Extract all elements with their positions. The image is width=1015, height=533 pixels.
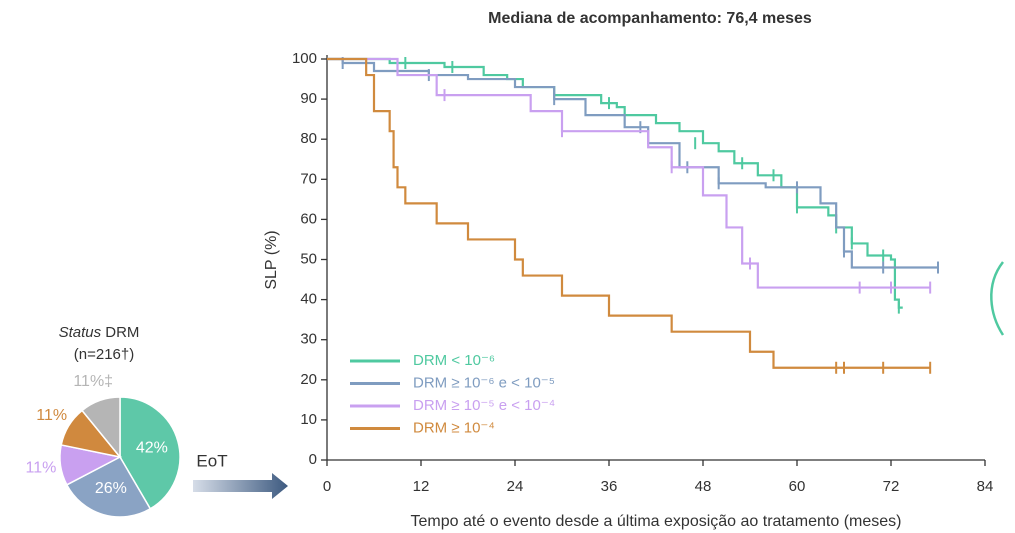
chart-title: Mediana de acompanhamento: 76,4 meses <box>488 10 812 27</box>
legend-label: DRM ≥ 10⁻⁵ e < 10⁻⁴ <box>413 397 555 414</box>
km-curve <box>327 57 931 289</box>
pie-subtitle: (n=216†) <box>74 346 134 363</box>
y-tick-label: 70 <box>300 170 317 187</box>
pie-title: Status DRM <box>59 324 140 341</box>
y-tick-label: 60 <box>300 210 317 227</box>
y-tick-label: 50 <box>300 250 317 267</box>
y-tick-label: 20 <box>300 371 317 388</box>
x-tick-label: 12 <box>413 478 430 495</box>
x-tick-label: 72 <box>883 478 900 495</box>
pie-slice <box>65 456 152 518</box>
pie-title-rest: DRM <box>105 324 139 341</box>
km-curve <box>327 57 931 369</box>
legend-label: DRM < 10⁻⁶ <box>413 352 495 369</box>
y-tick-label: 30 <box>300 331 317 348</box>
x-tick-label: 0 <box>323 478 331 495</box>
km-curve <box>327 57 903 309</box>
x-axis-label: Tempo até o evento desde a última exposi… <box>411 513 902 530</box>
y-tick-label: 0 <box>309 451 317 468</box>
pie-title-italic: Status <box>59 324 102 341</box>
x-tick-label: 48 <box>695 478 712 495</box>
pie-label: 11% <box>36 407 67 424</box>
pie-label: 26% <box>95 480 127 497</box>
pie-slice <box>81 396 121 460</box>
y-tick-label: 100 <box>292 50 317 67</box>
legend-label: DRM ≥ 10⁻⁶ e < 10⁻⁵ <box>413 374 555 391</box>
km-curve <box>327 57 938 269</box>
y-tick-label: 90 <box>300 90 317 107</box>
pie-slice <box>119 396 181 510</box>
x-tick-label: 60 <box>789 478 806 495</box>
pie-label: 11% <box>26 459 57 476</box>
y-tick-label: 10 <box>300 411 317 428</box>
arrow <box>193 473 288 499</box>
x-tick-label: 24 <box>507 478 524 495</box>
decoration <box>990 261 1005 336</box>
y-tick-label: 40 <box>300 291 317 308</box>
y-tick-label: 80 <box>300 130 317 147</box>
x-tick-label: 36 <box>601 478 618 495</box>
y-axis-label: SLP (%) <box>263 230 280 289</box>
eot-label: EoT <box>196 451 227 470</box>
pie-label: 11%‡ <box>73 373 113 390</box>
pie-label: 42% <box>136 440 168 457</box>
x-tick-label: 84 <box>977 478 994 495</box>
legend-label: DRM ≥ 10⁻⁴ <box>413 419 495 436</box>
